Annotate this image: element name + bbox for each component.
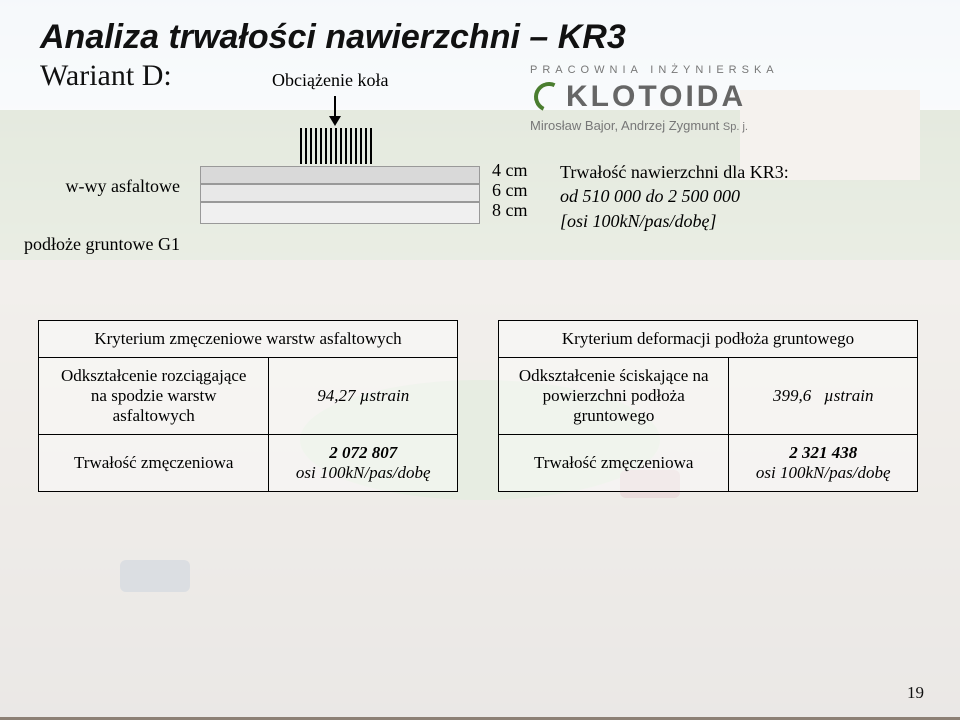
fatigue-row1-label: Odkształcenie rozciągające na spodzie wa… <box>39 358 269 435</box>
asphalt-layer-1 <box>200 166 480 184</box>
durability-line-2: od 510 000 do 2 500 000 <box>560 184 920 208</box>
fatigue-row2-label: Trwałość zmęczeniowa <box>39 435 269 492</box>
fatigue-header: Kryterium zmęczeniowe warstw asfaltowych <box>39 321 458 358</box>
deformation-row1-label: Odkształcenie ściskające na powierzchni … <box>499 358 729 435</box>
load-label: Obciążenie koła <box>272 70 388 91</box>
label-asphalt-layers: w-wy asfaltowe <box>10 176 180 197</box>
deformation-row1-unit: µstrain <box>824 386 873 405</box>
logo-line-1: PRACOWNIA INŻYNIERSKA <box>530 64 920 76</box>
durability-summary: Trwałość nawierzchni dla KR3: od 510 000… <box>560 160 920 233</box>
load-arrow-head-icon <box>329 116 341 126</box>
deformation-row2-label: Trwałość zmęczeniowa <box>499 435 729 492</box>
asphalt-layer-2 <box>200 184 480 202</box>
fatigue-row1-number: 94,27 <box>317 386 355 405</box>
durability-line-1: Trwałość nawierzchni dla KR3: <box>560 160 920 184</box>
deformation-row2-number: 2 321 438 <box>741 443 905 463</box>
deformation-row1-number: 399,6 <box>773 386 811 405</box>
fatigue-row1-value: 94,27 µstrain <box>269 358 458 435</box>
slide-title: Analiza trwałości nawierzchni – KR3 <box>40 18 920 57</box>
deformation-header: Kryterium deformacji podłoża gruntowego <box>499 321 918 358</box>
logo-suffix: Sp. j. <box>723 121 748 133</box>
fatigue-row1-unit: µstrain <box>360 386 409 405</box>
asphalt-layer-3 <box>200 202 480 224</box>
logo-line-2: Mirosław Bajor, Andrzej Zygmunt Sp. j. <box>530 118 920 133</box>
fatigue-criterion-table: Kryterium zmęczeniowe warstw asfaltowych… <box>38 320 458 492</box>
durability-line-3: [osi 100kN/pas/dobę] <box>560 209 920 233</box>
deformation-row2-unit: osi 100kN/pas/dobę <box>741 463 905 483</box>
logo-brand: KLOTOIDA <box>530 80 920 114</box>
deformation-row2-value: 2 321 438 osi 100kN/pas/dobę <box>729 435 918 492</box>
logo-brand-text: KLOTOIDA <box>566 80 746 113</box>
company-logo: PRACOWNIA INŻYNIERSKA KLOTOIDA Mirosław … <box>530 64 920 133</box>
load-arrow-shaft <box>334 96 336 118</box>
label-subgrade: podłoże gruntowe G1 <box>10 234 180 255</box>
layer-dim-3: 8 cm <box>492 200 528 221</box>
page-number: 19 <box>907 683 924 703</box>
logo-names: Mirosław Bajor, Andrzej Zygmunt <box>530 118 719 133</box>
deformation-criterion-table: Kryterium deformacji podłoża gruntowego … <box>498 320 918 492</box>
deformation-row1-value: 399,6 µstrain <box>729 358 918 435</box>
slide-content: Analiza trwałości nawierzchni – KR3 Wari… <box>0 0 960 717</box>
fatigue-row2-value: 2 072 807 osi 100kN/pas/dobę <box>269 435 458 492</box>
wheel-load-hatch <box>300 128 374 164</box>
logo-swirl-icon <box>530 80 566 110</box>
layer-dim-1: 4 cm <box>492 160 528 181</box>
layer-dim-2: 6 cm <box>492 180 528 201</box>
fatigue-row2-unit: osi 100kN/pas/dobę <box>281 463 445 483</box>
fatigue-row2-number: 2 072 807 <box>281 443 445 463</box>
